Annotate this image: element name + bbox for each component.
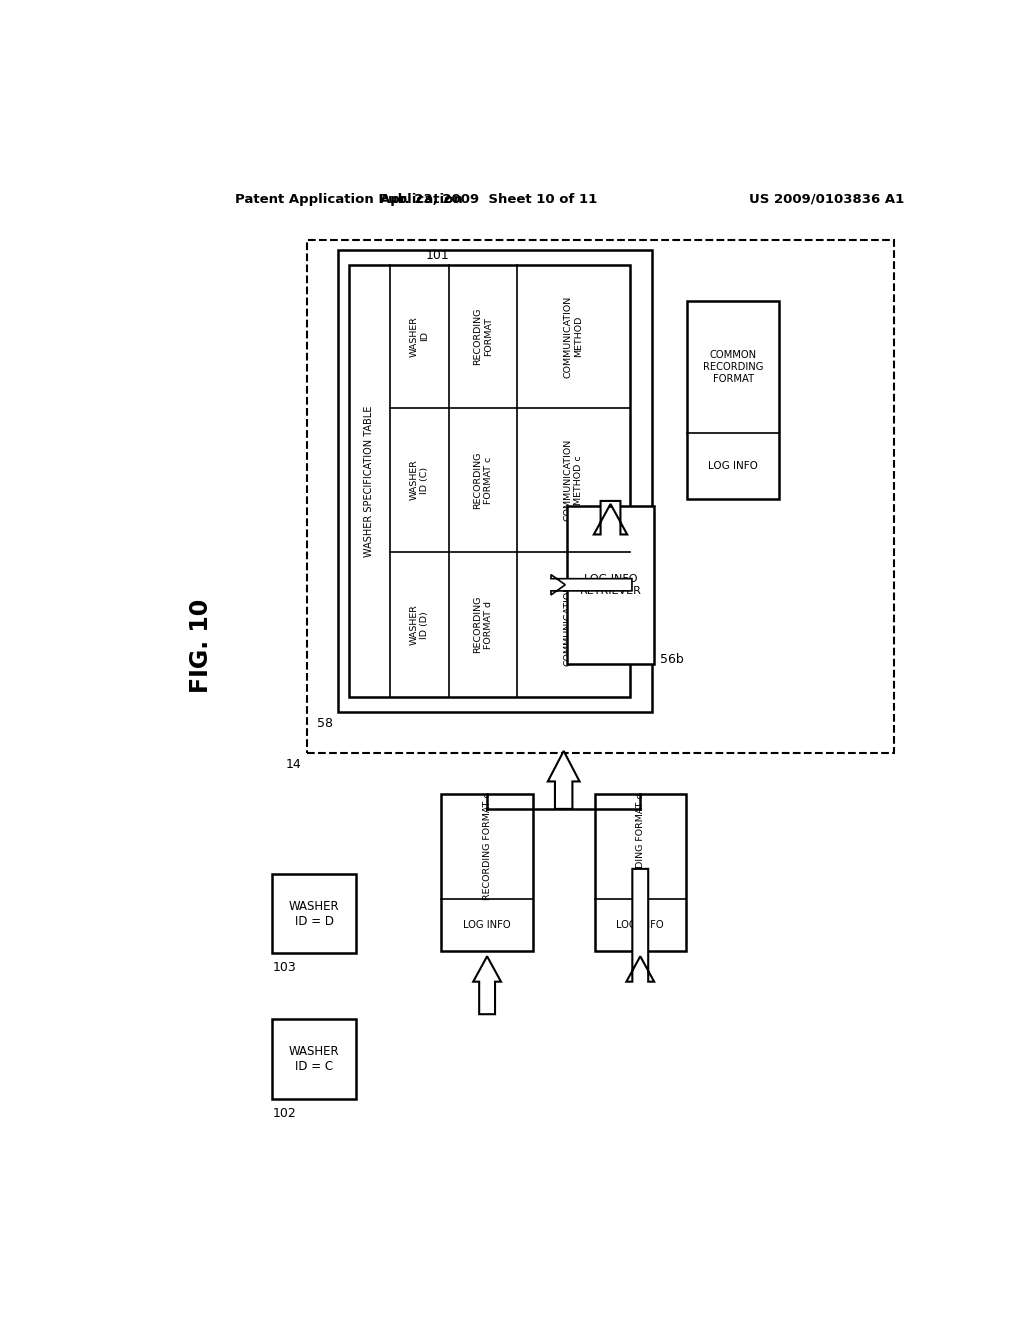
Text: RECORDING
FORMAT: RECORDING FORMAT (473, 308, 493, 366)
Bar (272, 874, 355, 953)
Text: 101: 101 (426, 249, 450, 263)
Text: WASHER
ID (D): WASHER ID (D) (410, 605, 429, 645)
Bar (338, 249, 652, 713)
Bar (306, 240, 894, 752)
Text: WASHER
ID (C): WASHER ID (C) (410, 459, 429, 500)
Bar (272, 1019, 355, 1098)
Text: RECORDING FORMAT d: RECORDING FORMAT d (636, 792, 645, 900)
Bar (441, 793, 532, 952)
Bar (595, 793, 686, 952)
Text: RECORDING
FORMAT d: RECORDING FORMAT d (473, 597, 493, 653)
Text: 58: 58 (316, 718, 333, 730)
Text: COMMUNICATION
METHOD c: COMMUNICATION METHOD c (564, 440, 584, 521)
Polygon shape (551, 574, 632, 595)
Text: LOG INFO
RETRIEVER: LOG INFO RETRIEVER (580, 574, 641, 595)
Text: LOG INFO: LOG INFO (463, 920, 511, 931)
Text: 14: 14 (286, 758, 301, 771)
Text: WASHER
ID = C: WASHER ID = C (289, 1045, 339, 1073)
Text: RECORDING
FORMAT c: RECORDING FORMAT c (473, 451, 493, 508)
Text: WASHER
ID = D: WASHER ID = D (289, 900, 339, 928)
Text: LOG INFO: LOG INFO (709, 461, 758, 471)
Bar (567, 506, 654, 664)
Text: WASHER SPECIFICATION TABLE: WASHER SPECIFICATION TABLE (365, 405, 374, 557)
Text: Patent Application Publication: Patent Application Publication (236, 193, 463, 206)
Polygon shape (627, 869, 654, 982)
Text: COMMUNICATION
METHOD: COMMUNICATION METHOD (564, 296, 584, 378)
Text: LOG INFO: LOG INFO (616, 920, 665, 931)
Text: 103: 103 (272, 961, 296, 974)
Text: COMMUNICATION
METHOD d: COMMUNICATION METHOD d (564, 583, 584, 665)
Bar (687, 301, 778, 499)
Polygon shape (548, 751, 580, 809)
Bar (348, 265, 631, 697)
Text: 102: 102 (272, 1106, 296, 1119)
Text: FIG. 10: FIG. 10 (189, 599, 213, 693)
Text: 56b: 56b (659, 653, 683, 667)
Text: RECORDING FORMAT c: RECORDING FORMAT c (482, 792, 492, 900)
Text: US 2009/0103836 A1: US 2009/0103836 A1 (749, 193, 904, 206)
Text: Apr. 23, 2009  Sheet 10 of 11: Apr. 23, 2009 Sheet 10 of 11 (381, 193, 598, 206)
Polygon shape (473, 956, 501, 1014)
Text: COMMON
RECORDING
FORMAT: COMMON RECORDING FORMAT (702, 351, 763, 384)
Polygon shape (594, 500, 627, 535)
Text: WASHER
ID: WASHER ID (410, 315, 429, 356)
